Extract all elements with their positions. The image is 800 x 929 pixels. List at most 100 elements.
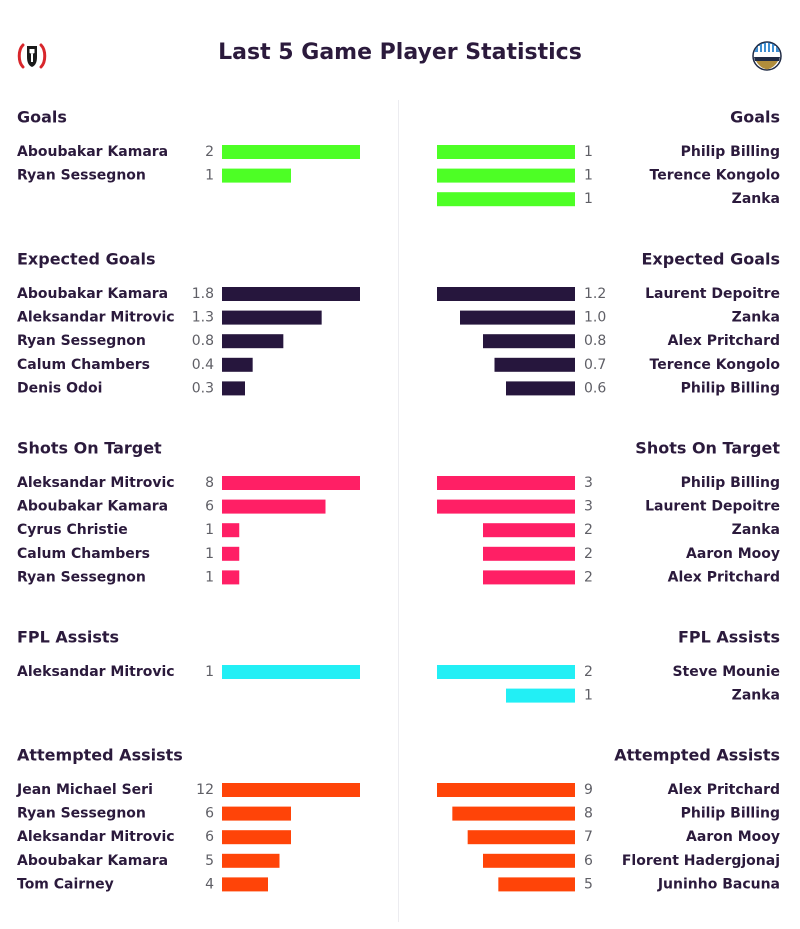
- away-attempted-assists-title: Attempted Assists: [614, 746, 780, 765]
- home-player-name: Aboubakar Kamara: [17, 853, 168, 869]
- home-player-name: Aleksandar Mitrovic: [17, 664, 175, 680]
- away-stat-bar: [437, 665, 575, 679]
- home-stat-bar: [222, 877, 268, 892]
- away-stat-bar: [494, 357, 575, 372]
- home-stat-bar: [222, 546, 240, 561]
- away-player-name: Laurent Depoitre: [645, 499, 780, 515]
- away-stat-bar: [460, 310, 575, 325]
- home-stat-value: 0.4: [192, 357, 214, 373]
- away-stat-bar: [452, 806, 575, 821]
- away-stat-bar: [437, 192, 575, 207]
- away-stat-bar: [506, 688, 575, 703]
- away-stat-value: 1.2: [584, 286, 606, 302]
- away-stat-bar: [437, 783, 575, 797]
- away-stat-value: 2: [584, 522, 593, 538]
- away-stat-value: 0.8: [584, 333, 606, 349]
- home-player-name: Aleksandar Mitrovic: [17, 829, 175, 845]
- away-player-name: Terence Kongolo: [650, 168, 781, 184]
- home-shots-on-target-title: Shots On Target: [17, 439, 162, 458]
- home-stat-value: 6: [205, 829, 214, 845]
- fulham-crest-icon: [17, 43, 47, 69]
- home-stat-value: 1.3: [192, 310, 214, 326]
- home-player-name: Aboubakar Kamara: [17, 499, 168, 515]
- away-stat-value: 2: [584, 569, 593, 585]
- away-player-name: Steve Mounie: [672, 664, 780, 680]
- home-player-name: Calum Chambers: [17, 357, 150, 373]
- home-stat-bar: [222, 523, 240, 538]
- away-stat-value: 1.0: [584, 310, 606, 326]
- away-player-name: Aaron Mooy: [686, 829, 780, 845]
- away-stat-bar: [483, 334, 575, 349]
- home-player-name: Denis Odoi: [17, 380, 102, 396]
- home-player-name: Ryan Sessegnon: [17, 168, 146, 184]
- home-player-name: Ryan Sessegnon: [17, 333, 146, 349]
- home-stat-value: 4: [205, 876, 214, 892]
- home-stat-value: 0.8: [192, 333, 214, 349]
- away-player-name: Philip Billing: [681, 380, 780, 396]
- home-stat-value: 1.8: [192, 286, 214, 302]
- home-stat-bar: [222, 476, 360, 490]
- home-player-name: Ryan Sessegnon: [17, 806, 146, 822]
- away-stat-value: 3: [584, 475, 593, 491]
- away-stat-bar: [437, 145, 575, 159]
- home-stat-bar: [222, 499, 326, 514]
- away-player-name: Philip Billing: [681, 475, 780, 491]
- home-goals-title: Goals: [17, 108, 67, 127]
- away-stat-value: 1: [584, 191, 593, 207]
- away-stat-bar: [483, 570, 575, 585]
- away-shots-on-target-title: Shots On Target: [635, 439, 780, 458]
- home-stat-bar: [222, 334, 284, 349]
- away-stat-value: 2: [584, 664, 593, 680]
- home-player-name: Jean Michael Seri: [16, 782, 153, 798]
- home-stat-value: 2: [205, 144, 214, 160]
- home-player-name: Aboubakar Kamara: [17, 286, 168, 302]
- home-stat-bar: [222, 665, 360, 679]
- home-stat-value: 1: [205, 546, 214, 562]
- home-stat-bar: [222, 168, 291, 183]
- home-stat-value: 5: [205, 853, 214, 869]
- away-stat-value: 2: [584, 546, 593, 562]
- home-player-name: Aleksandar Mitrovic: [17, 475, 175, 491]
- away-stat-value: 0.7: [584, 357, 606, 373]
- away-player-name: Alex Pritchard: [668, 782, 780, 798]
- page-title: Last 5 Game Player Statistics: [218, 40, 582, 65]
- away-stat-value: 3: [584, 499, 593, 515]
- away-fpl-assists-title: FPL Assists: [678, 628, 780, 647]
- home-stat-bar: [222, 570, 240, 585]
- away-player-name: Zanka: [732, 191, 780, 207]
- home-stat-bar: [222, 287, 360, 301]
- away-stat-value: 1: [584, 688, 593, 704]
- away-stat-value: 1: [584, 168, 593, 184]
- home-expected-goals-title: Expected Goals: [17, 250, 156, 269]
- away-player-name: Florent Hadergjonaj: [622, 853, 780, 869]
- away-stat-bar: [437, 287, 575, 301]
- away-stat-value: 0.6: [584, 380, 606, 396]
- home-stat-bar: [222, 783, 360, 797]
- away-player-name: Zanka: [732, 310, 780, 326]
- home-fpl-assists-title: FPL Assists: [17, 628, 119, 647]
- home-stat-value: 0.3: [192, 380, 214, 396]
- home-stat-bar: [222, 830, 291, 845]
- home-stat-value: 1: [205, 569, 214, 585]
- home-stat-bar: [222, 381, 245, 396]
- away-stat-bar: [506, 381, 575, 396]
- home-stat-bar: [222, 853, 280, 868]
- away-stat-value: 5: [584, 876, 593, 892]
- away-player-name: Terence Kongolo: [650, 357, 781, 373]
- away-goals-title: Goals: [730, 108, 780, 127]
- home-stat-value: 1: [205, 664, 214, 680]
- home-player-name: Tom Cairney: [17, 876, 114, 892]
- home-attempted-assists-title: Attempted Assists: [17, 746, 183, 765]
- away-player-name: Zanka: [732, 688, 780, 704]
- home-player-name: Aboubakar Kamara: [17, 144, 168, 160]
- away-stat-bar: [437, 499, 575, 514]
- home-stat-value: 6: [205, 806, 214, 822]
- away-stat-bar: [483, 853, 575, 868]
- away-stat-value: 9: [584, 782, 593, 798]
- home-stat-bar: [222, 806, 291, 821]
- away-player-name: Philip Billing: [681, 806, 780, 822]
- away-stat-bar: [437, 476, 575, 490]
- away-player-name: Laurent Depoitre: [645, 286, 780, 302]
- away-player-name: Aaron Mooy: [686, 546, 780, 562]
- home-player-name: Aleksandar Mitrovic: [17, 310, 175, 326]
